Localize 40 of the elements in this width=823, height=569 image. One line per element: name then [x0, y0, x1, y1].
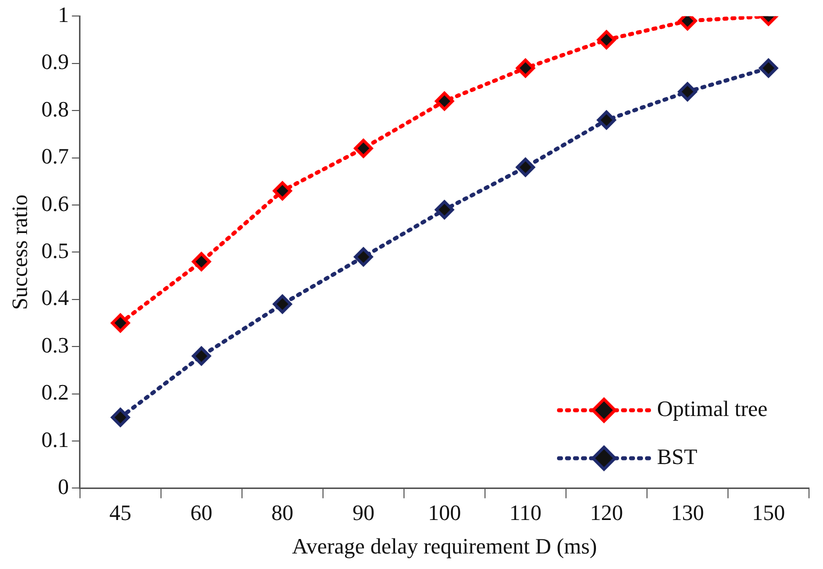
y-tick-label: 0.8	[41, 96, 69, 122]
point	[192, 346, 211, 366]
x-tick-label: 120	[590, 500, 623, 526]
point	[434, 200, 454, 220]
x-tick-label: 45	[109, 500, 132, 526]
point	[110, 314, 130, 332]
point	[354, 247, 373, 266]
y-tick-label: 1	[58, 2, 69, 27]
x-tick-label: 150	[752, 500, 785, 526]
point	[272, 181, 292, 200]
point	[758, 58, 778, 78]
point	[678, 82, 697, 102]
y-tick-label: 0.5	[41, 238, 69, 263]
y-tick-label: 0.6	[41, 190, 69, 216]
point	[516, 158, 535, 177]
point	[192, 252, 211, 272]
point	[272, 294, 292, 314]
point	[596, 110, 616, 130]
y-tick-label: 0.2	[41, 380, 69, 405]
point	[110, 408, 130, 427]
y-tick-label: 0.4	[41, 285, 69, 310]
x-tick-label: 80	[271, 500, 294, 526]
legend-label: BST	[657, 444, 698, 469]
legend-label: Optimal tree	[657, 396, 768, 421]
point	[434, 92, 454, 111]
y-axis-title: Success ratio	[6, 194, 32, 310]
y-tick-label: 0.7	[41, 144, 69, 169]
x-axis-title: Average delay requirement D (ms)	[292, 534, 597, 559]
x-tick-label: 110	[509, 500, 542, 526]
y-tick-label: 0	[58, 474, 69, 499]
x-tick-label: 130	[670, 500, 704, 526]
point	[354, 138, 373, 158]
point	[596, 30, 616, 50]
x-tick-label: 100	[428, 500, 461, 526]
y-tick-label: 0.9	[41, 49, 69, 74]
y-tick-label: 0.3	[41, 332, 69, 358]
point	[516, 58, 535, 78]
y-tick-label: 0.1	[41, 426, 69, 452]
x-tick-label: 90	[352, 500, 374, 526]
x-tick-label: 60	[190, 500, 212, 526]
